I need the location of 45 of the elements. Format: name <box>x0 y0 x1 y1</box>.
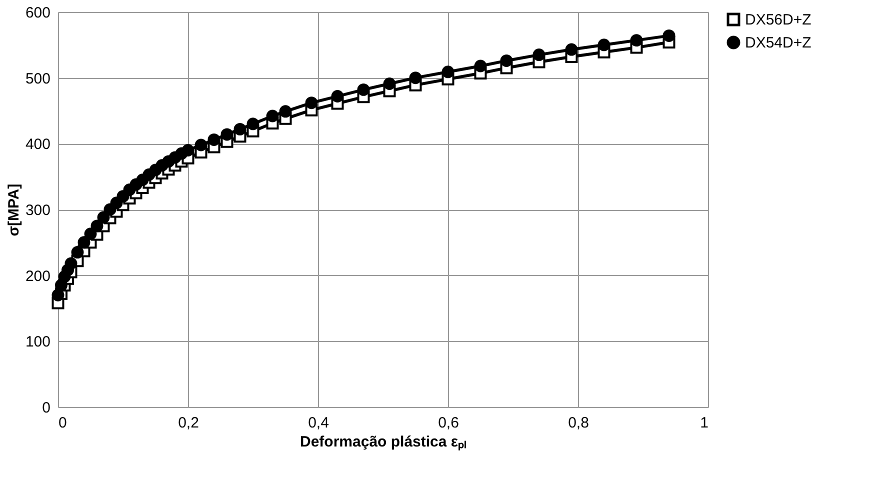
point <box>442 66 454 78</box>
point <box>357 83 370 96</box>
point <box>279 105 292 118</box>
point <box>78 236 90 249</box>
point <box>500 54 513 67</box>
legend-label: DX56D+Z <box>745 12 812 28</box>
point <box>662 29 676 42</box>
point <box>52 288 64 302</box>
x-tick-label: 1 <box>700 414 708 432</box>
point <box>208 133 220 146</box>
x-tick-label: 0,8 <box>568 414 589 432</box>
point <box>532 48 546 62</box>
point <box>84 228 97 240</box>
point <box>97 211 110 224</box>
point <box>598 38 610 52</box>
point <box>409 72 422 84</box>
point <box>565 43 578 56</box>
legend-label: DX54D+Z <box>745 34 812 52</box>
x-tick-label: 0,4 <box>308 414 329 432</box>
point <box>234 122 246 136</box>
y-tick-label: 300 <box>25 202 50 219</box>
point <box>71 246 84 259</box>
point <box>266 110 279 122</box>
point <box>305 96 318 110</box>
point <box>246 118 260 130</box>
y-axis-title: σ[MPA] <box>5 184 22 236</box>
point <box>90 220 104 232</box>
y-tick-label: 0 <box>42 400 50 416</box>
y-tick-label: 100 <box>25 334 50 351</box>
x-axis-title: Deformação plástica εₚₗ <box>300 434 468 450</box>
point <box>194 138 208 152</box>
point <box>182 144 194 156</box>
x-tick-label: 0,2 <box>178 414 199 432</box>
y-tick-label: 600 <box>25 4 50 22</box>
y-tick-label: 400 <box>25 136 50 154</box>
point <box>220 128 234 141</box>
y-tick-label: 200 <box>25 268 50 285</box>
point <box>64 257 78 270</box>
point <box>474 60 487 72</box>
point <box>630 34 643 47</box>
x-tick-label: 0 <box>58 414 67 432</box>
x-tick-label: 0,6 <box>438 414 459 432</box>
y-tick-label: 500 <box>25 70 50 88</box>
point <box>383 78 396 90</box>
point <box>331 90 344 102</box>
